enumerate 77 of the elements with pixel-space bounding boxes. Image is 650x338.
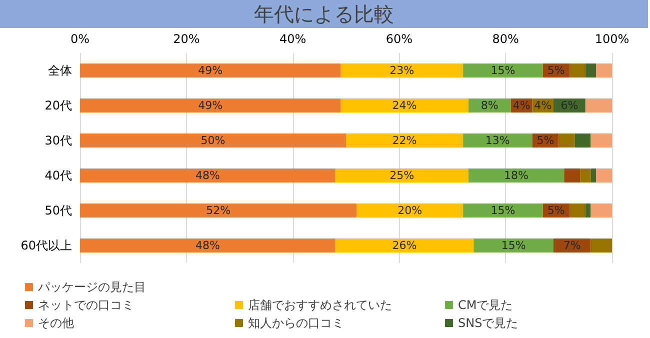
data-label: 48% <box>195 169 220 182</box>
bar <box>474 238 554 252</box>
bar <box>574 134 591 148</box>
bar <box>590 204 612 218</box>
data-label: 5% <box>547 204 565 217</box>
bar <box>585 204 591 218</box>
y-tick-label: 40代 <box>44 168 72 182</box>
y-tick-label: 全体 <box>48 64 72 78</box>
data-label: 25% <box>390 169 414 182</box>
data-label: 15% <box>490 204 516 217</box>
y-tick-label: 30代 <box>44 134 72 148</box>
bar <box>569 204 586 218</box>
bar <box>468 168 564 182</box>
bar <box>335 168 468 182</box>
bar <box>558 134 575 148</box>
bar <box>80 64 341 78</box>
data-label: 49% <box>198 64 223 77</box>
bar <box>564 168 580 182</box>
data-label: 5% <box>536 134 554 147</box>
x-tick-label: 0% <box>70 32 90 46</box>
bar <box>580 168 591 182</box>
bar <box>346 134 464 148</box>
x-tick-label: 100% <box>594 32 630 46</box>
data-label: 52% <box>206 204 231 217</box>
bar <box>463 134 532 148</box>
y-tick-label: 20代 <box>44 98 72 112</box>
chart-title: 年代による比較 <box>0 0 648 28</box>
bar <box>340 64 464 78</box>
x-tick-label: 40% <box>279 32 306 46</box>
bar <box>80 134 346 148</box>
legend-label: CMで見た <box>458 298 513 312</box>
data-label: 22% <box>392 134 417 147</box>
x-tick-label: 60% <box>386 32 413 46</box>
bar <box>590 168 596 182</box>
data-label: 23% <box>390 64 414 77</box>
bar <box>80 98 341 112</box>
data-label: 6% <box>560 99 578 112</box>
bar <box>340 98 468 112</box>
legend-label: SNSで見た <box>458 316 518 330</box>
data-label: 13% <box>485 134 510 147</box>
legend-label: 店舗でおすすめされていた <box>248 298 392 312</box>
legend-label: その他 <box>38 316 74 330</box>
bar <box>356 204 464 218</box>
data-label: 20% <box>398 204 422 217</box>
bar <box>590 134 612 148</box>
bar <box>596 64 612 78</box>
bar <box>585 98 612 112</box>
bar <box>569 64 586 78</box>
data-label: 7% <box>563 239 581 252</box>
data-label: 50% <box>200 134 226 147</box>
data-label: 8% <box>480 99 498 112</box>
data-label: 4% <box>534 99 552 112</box>
data-label: 26% <box>392 239 417 252</box>
data-label: 18% <box>504 169 528 182</box>
bar <box>596 168 612 182</box>
bar <box>585 64 596 78</box>
bar <box>80 204 357 218</box>
data-label: 15% <box>490 64 516 77</box>
legend-label: パッケージの見た目 <box>37 280 146 294</box>
y-tick-label: 50代 <box>44 204 72 218</box>
x-tick-label: 80% <box>492 32 519 46</box>
data-label: 48% <box>195 239 220 252</box>
legend-label: 知人からの口コミ <box>248 316 344 330</box>
bar <box>335 238 474 252</box>
legend-label: ネットでの口コミ <box>38 298 134 312</box>
y-tick-label: 60代以上 <box>20 238 72 252</box>
data-label: 15% <box>501 239 526 252</box>
bar <box>590 238 612 252</box>
data-label: 24% <box>392 99 417 112</box>
bar <box>463 64 543 78</box>
data-label: 49% <box>198 99 223 112</box>
bar <box>80 168 336 182</box>
bar <box>463 204 543 218</box>
data-label: 4% <box>512 99 530 112</box>
x-tick-label: 20% <box>173 32 200 46</box>
bar <box>80 238 336 252</box>
data-label: 5% <box>547 64 565 77</box>
